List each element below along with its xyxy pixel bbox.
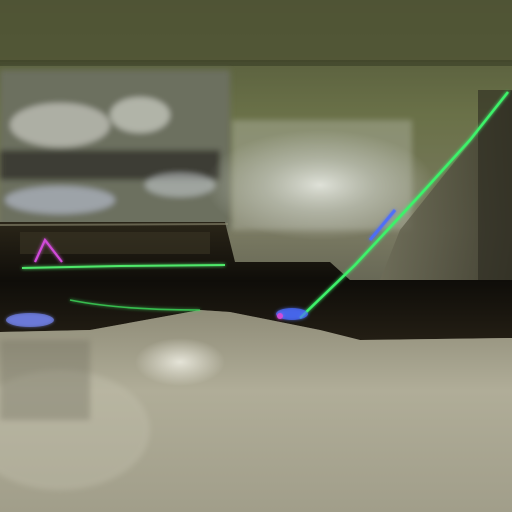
neon-blue-stroke (368, 209, 397, 241)
left-reflection (0, 70, 230, 230)
ledge-line (0, 60, 512, 66)
neon-streaks (6, 91, 509, 327)
neon-left-flare (33, 237, 63, 263)
neon-lower-curve (69, 299, 201, 311)
top-strip (0, 0, 512, 62)
center-panel (232, 120, 412, 230)
neon-diagonal-line (299, 91, 509, 319)
neon-glow-left (6, 313, 54, 327)
neon-magenta-dot (277, 313, 283, 319)
band-reflection (20, 232, 210, 254)
floor-shadow (0, 340, 90, 420)
floor-light-spot (135, 338, 225, 386)
dark-band-top-edge (0, 223, 229, 226)
neon-horizontal-line (21, 264, 226, 269)
right-edge-dark (478, 90, 512, 280)
neon-glow-bottom (276, 308, 308, 320)
